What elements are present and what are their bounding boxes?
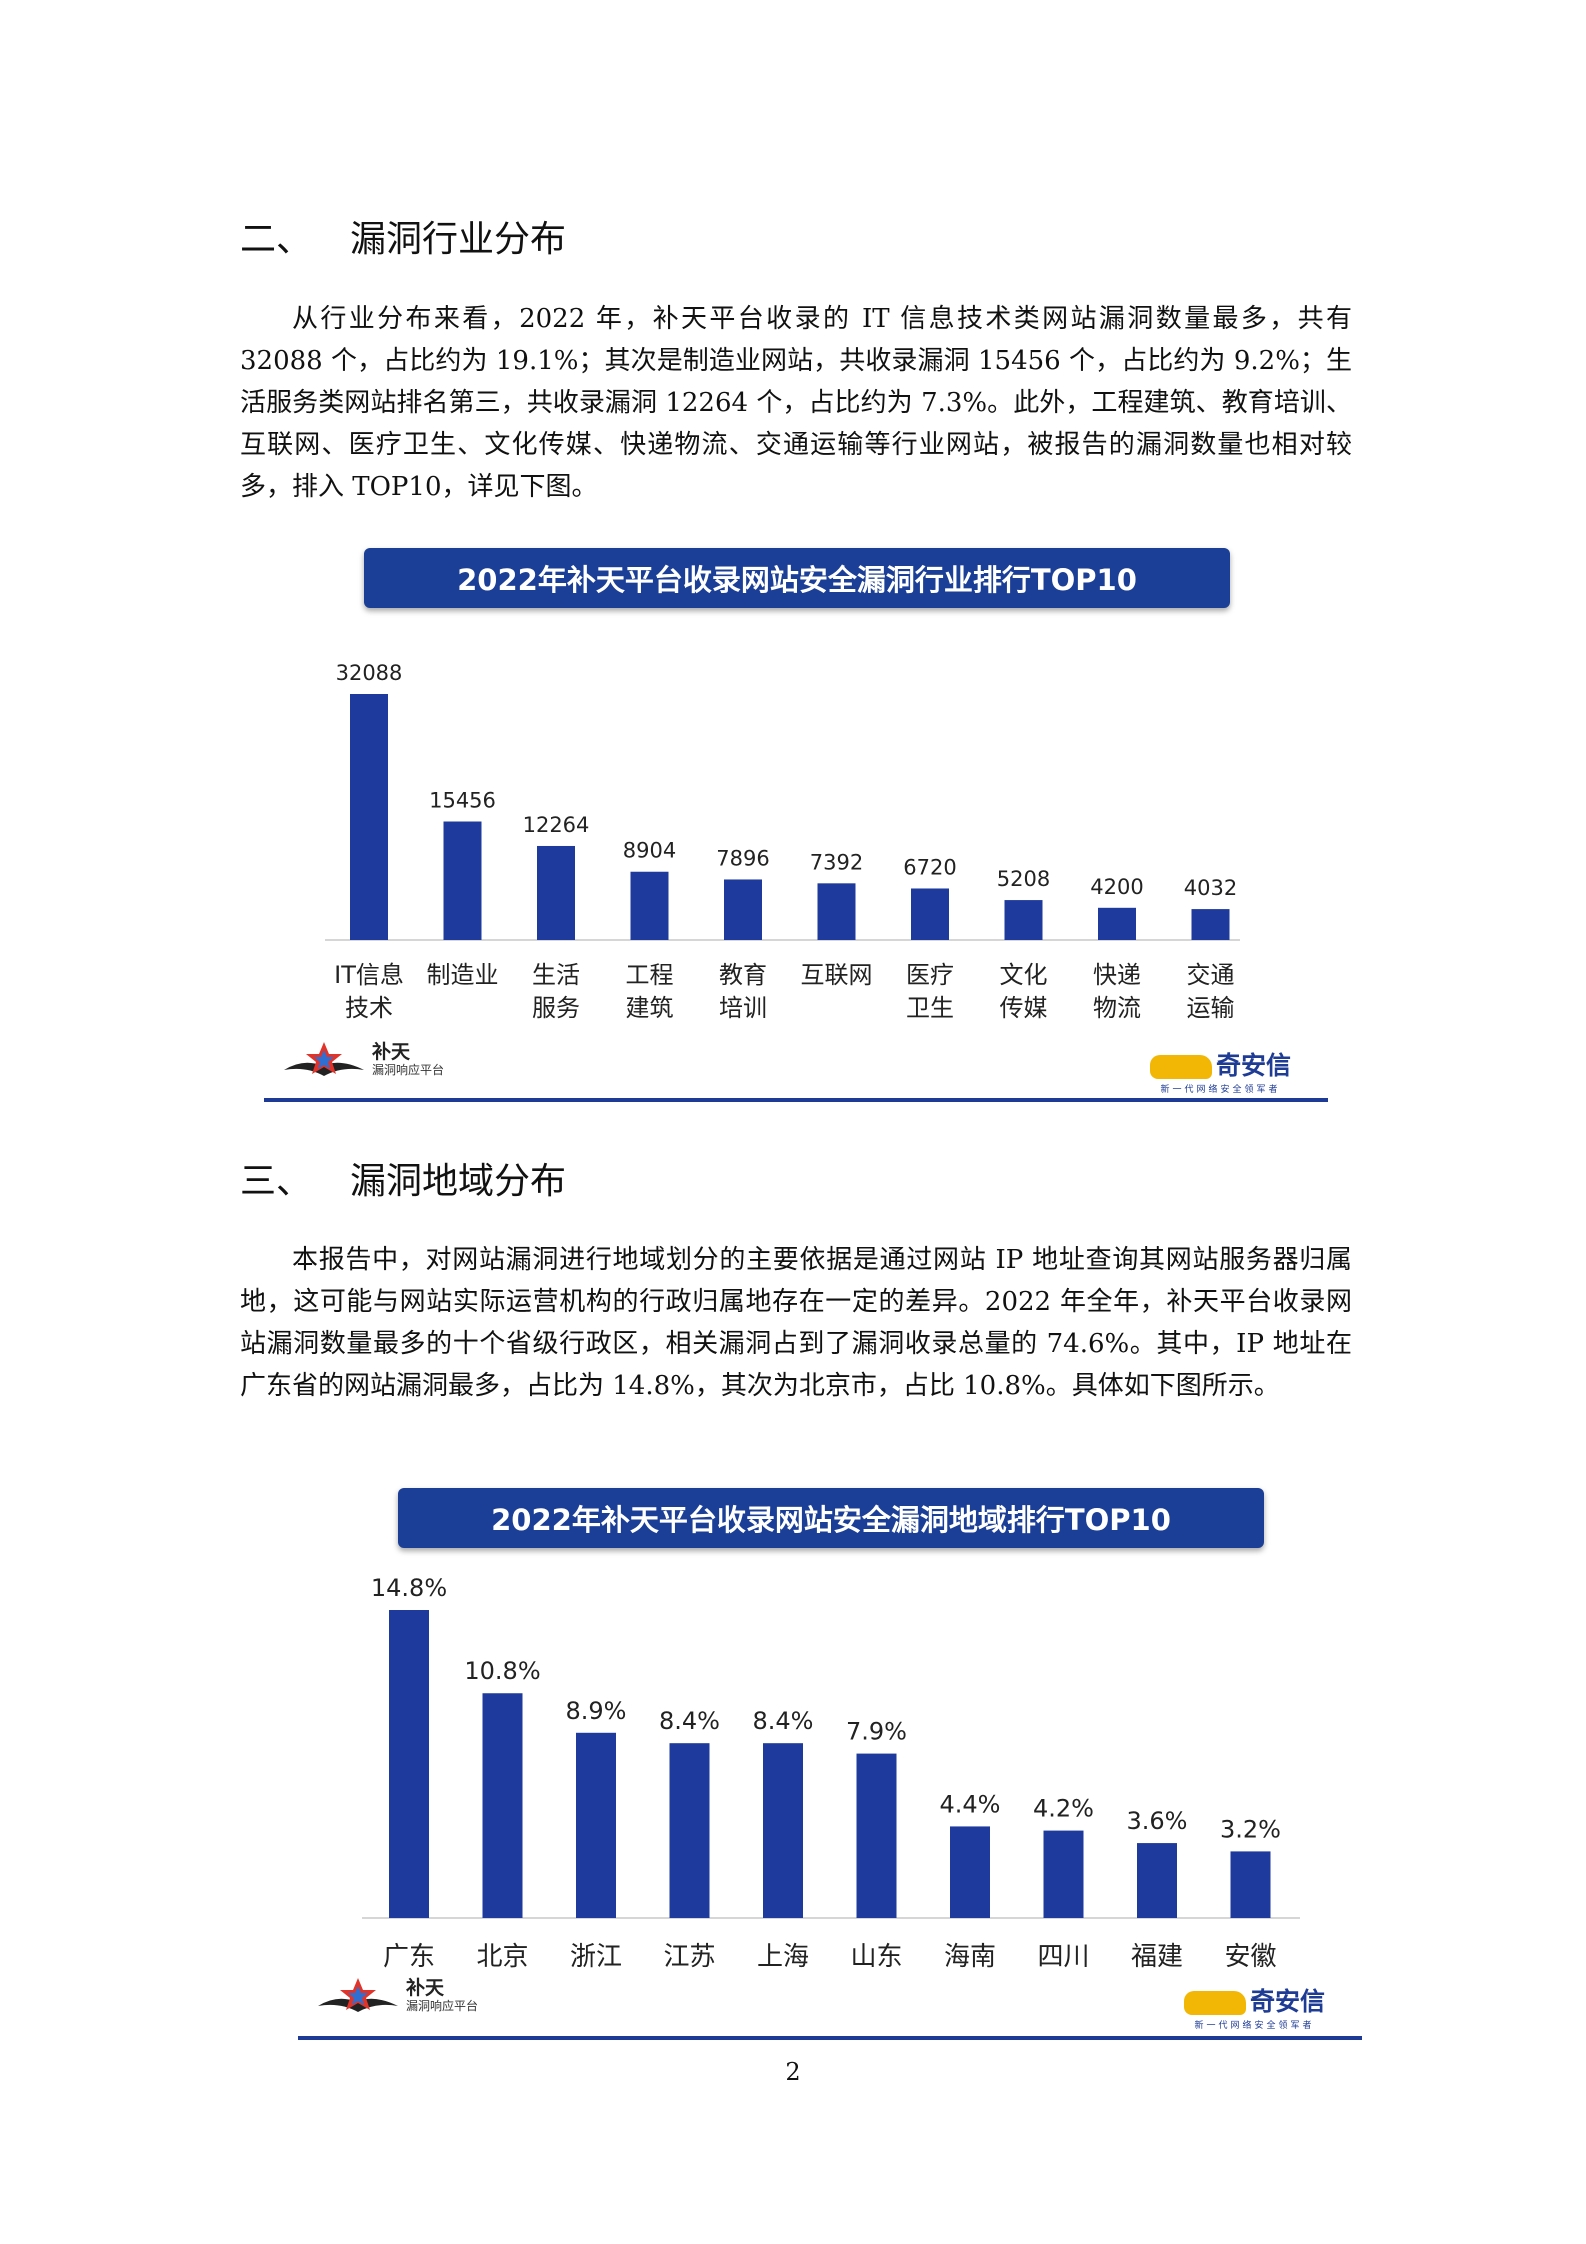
bar [482,1693,523,1918]
bar [443,821,482,940]
bar [1004,900,1043,940]
bar [1043,1830,1084,1918]
qianxin-tiger-icon [1184,1991,1246,2015]
category-label: 制造业 [427,961,499,989]
category-label: 医疗 [906,961,954,989]
data-label: 4200 [1090,875,1143,899]
qianxin-name: 奇安信 [1250,1987,1326,2016]
category-label: 上海 [757,1942,809,1972]
data-label: 32088 [336,661,403,685]
qianxin-name: 奇安信 [1216,1051,1292,1080]
category-label: 四川 [1037,1942,1089,1972]
qianxin-subtitle: 新一代网络安全领军者 [1160,1085,1281,1095]
section-2-number: 二、 [240,219,313,260]
data-label: 4.2% [1033,1795,1094,1823]
category-label: 山东 [850,1942,902,1972]
data-label: 8904 [623,839,676,863]
bar [350,694,388,940]
data-label: 14.8% [371,1574,447,1602]
section-3-number: 三、 [240,1161,313,1202]
section-2-paragraph: 从行业分布来看，2022 年，补天平台收录的 IT 信息技术类网站漏洞数量最多，… [240,304,1352,502]
bar [1191,909,1230,940]
category-label: 江苏 [663,1942,715,1972]
category-label: 传媒 [1000,994,1048,1022]
data-label: 15456 [429,789,496,813]
data-label: 8.4% [659,1707,720,1735]
category-label: 卫生 [906,994,954,1022]
category-label: 文化 [1000,961,1048,989]
data-label: 8.4% [753,1707,814,1735]
section-3-title: 漏洞地域分布 [350,1161,567,1202]
page-number: 2 [785,2058,801,2086]
category-label: 海南 [944,1942,996,1972]
data-label: 5208 [997,867,1050,891]
bar [669,1743,710,1918]
category-label: 浙江 [570,1942,622,1972]
chart-1-bottom-rule [264,1098,1328,1102]
data-label: 10.8% [464,1657,540,1685]
butian-name: 补天 [372,1041,411,1064]
butian-star-icon [284,1042,364,1076]
butian-subtitle: 漏洞响应平台 [372,1063,445,1078]
category-label: 交通 [1187,961,1235,989]
bar [763,1743,803,1918]
data-label: 3.6% [1127,1807,1188,1835]
category-label: 北京 [476,1942,528,1972]
industry-chart-title: 2022年补天平台收录网站安全漏洞行业排行TOP10 [364,548,1230,608]
bar [537,845,575,940]
category-label: 服务 [532,994,580,1022]
category-label: 福建 [1131,1942,1183,1972]
data-label: 3.2% [1220,1815,1281,1843]
section-2-heading: 二、 漏洞行业分布 [240,210,566,262]
qianxin-tiger-icon [1150,1055,1212,1079]
bar [389,1610,429,1918]
qianxin-logo-2: 奇安信 新一代网络安全领军者 [1184,1982,1325,2031]
category-label: 互联网 [801,961,873,989]
qianxin-subtitle: 新一代网络安全领军者 [1194,2021,1315,2031]
data-label: 4.4% [940,1790,1001,1818]
bar [1098,907,1136,940]
bar [630,871,669,940]
bar [911,888,949,940]
section-3-paragraph: 本报告中，对网站漏洞进行地域划分的主要依据是通过网站 IP 地址查询其网站服务器… [240,1245,1352,1401]
data-label: 7.9% [846,1718,907,1746]
region-chart-title: 2022年补天平台收录网站安全漏洞地域排行TOP10 [398,1488,1264,1548]
butian-name: 补天 [406,1977,445,2000]
data-label: 8.9% [566,1697,627,1725]
butian-logo-2: 补天 漏洞响应平台 [316,1976,478,2016]
qianxin-logo-1: 奇安信 新一代网络安全领军者 [1150,1046,1291,1095]
bar [817,883,856,940]
section-3-heading: 三、 漏洞地域分布 [240,1152,566,1204]
category-label: 工程 [626,961,674,989]
section-2-title: 漏洞行业分布 [350,219,567,260]
category-label: 快递 [1093,961,1141,989]
category-label: 培训 [719,994,767,1022]
butian-subtitle: 漏洞响应平台 [406,1999,479,2014]
bar [724,879,762,940]
bar [950,1826,990,1918]
bar [576,1732,616,1918]
category-label: 广东 [383,1942,435,1972]
data-label: 6720 [903,855,956,879]
chart-2-bottom-rule [298,2036,1362,2040]
category-label: 教育 [719,961,767,989]
bar [856,1753,897,1918]
data-label: 12264 [523,813,590,837]
category-label: 建筑 [626,994,674,1022]
category-label: 生活 [532,961,580,989]
category-label: 安徽 [1224,1942,1276,1972]
category-label: 运输 [1187,994,1235,1022]
butian-logo-1: 补天 漏洞响应平台 [282,1040,444,1080]
category-label: 技术 [345,994,393,1022]
region-chart-svg: 14.8% 广东 10.8% 北京 8.9% 浙江 8.4% 江苏 8.4% 上海 7.9% 山东 4.… [362,1574,1300,1972]
category-label: 物流 [1093,994,1141,1022]
bar [1137,1843,1177,1918]
butian-star-icon [318,1978,398,2012]
data-label: 4032 [1184,876,1237,900]
bar [1230,1851,1271,1918]
data-label: 7896 [716,846,769,870]
data-label: 7392 [810,850,863,874]
category-label: IT信息 [334,961,404,989]
